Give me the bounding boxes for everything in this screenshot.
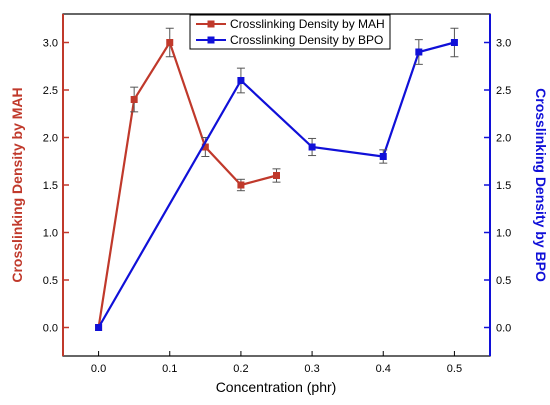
legend-bpo-marker — [207, 36, 215, 44]
x-tick-label: 0.4 — [376, 363, 391, 375]
left-y-tick-label: 3.0 — [43, 38, 58, 50]
mah-data-point — [130, 96, 138, 103]
x-tick-label: 0.0 — [91, 363, 106, 375]
right-y-tick-label: 0.5 — [496, 275, 511, 287]
right-y-tick-label: 1.5 — [496, 180, 511, 192]
bpo-series-line — [97, 41, 455, 329]
series-layer — [95, 27, 459, 331]
left-y-tick-label: 2.0 — [43, 133, 58, 145]
right-y-tick-label: 3.0 — [496, 38, 511, 50]
left-y-tick-label: 0.0 — [43, 323, 58, 335]
legend-mah-marker — [207, 20, 215, 28]
left-y-tick-label: 1.5 — [43, 180, 58, 192]
x-axis-ticks: 0.0 0.1 0.2 0.3 0.4 0.5 — [91, 351, 462, 375]
legend-box — [189, 14, 391, 50]
left-y-axis-title: Crosslinking Density by MAH — [9, 87, 25, 282]
bpo-data-point — [379, 153, 387, 160]
right-y-tick-label: 2.0 — [496, 133, 511, 145]
left-y-tick-label: 0.5 — [43, 275, 58, 287]
legend-bpo-label: Crosslinking Density by BPO — [230, 33, 383, 47]
x-axis-title: Concentration (phr) — [216, 379, 337, 395]
bpo-data-point — [308, 143, 316, 151]
right-y-tick-label: 0.0 — [496, 323, 511, 335]
right-y-tick-label: 2.5 — [496, 85, 511, 97]
plot-frame — [62, 13, 491, 357]
mah-data-point — [273, 172, 280, 179]
mah-series-line — [97, 39, 277, 328]
x-tick-label: 0.1 — [162, 363, 177, 375]
bpo-data-point — [95, 324, 103, 331]
left-y-axis-ticks: 0.0 0.5 1.0 1.5 2.0 2.5 3.0 — [43, 38, 69, 335]
left-y-tick-label: 2.5 — [43, 85, 58, 97]
legend: Crosslinking Density by MAH Crosslinking… — [189, 14, 391, 50]
x-tick-label: 0.5 — [447, 363, 462, 375]
mah-data-point — [237, 181, 245, 189]
legend-mah-label: Crosslinking Density by MAH — [230, 17, 385, 31]
left-y-tick-label: 1.0 — [43, 228, 58, 240]
mah-data-point — [166, 39, 174, 46]
x-tick-label: 0.3 — [304, 363, 319, 375]
right-y-axis-title: Crosslinking Density by BPO — [533, 88, 549, 282]
right-y-tick-label: 1.0 — [496, 228, 511, 240]
x-tick-label: 0.2 — [233, 363, 248, 375]
right-y-axis-ticks: 0.0 0.5 1.0 1.5 2.0 2.5 3.0 — [484, 38, 511, 335]
bpo-data-point — [237, 77, 245, 84]
bpo-data-point — [415, 48, 423, 56]
mah-data-point — [201, 143, 209, 151]
bpo-data-point — [450, 39, 458, 46]
